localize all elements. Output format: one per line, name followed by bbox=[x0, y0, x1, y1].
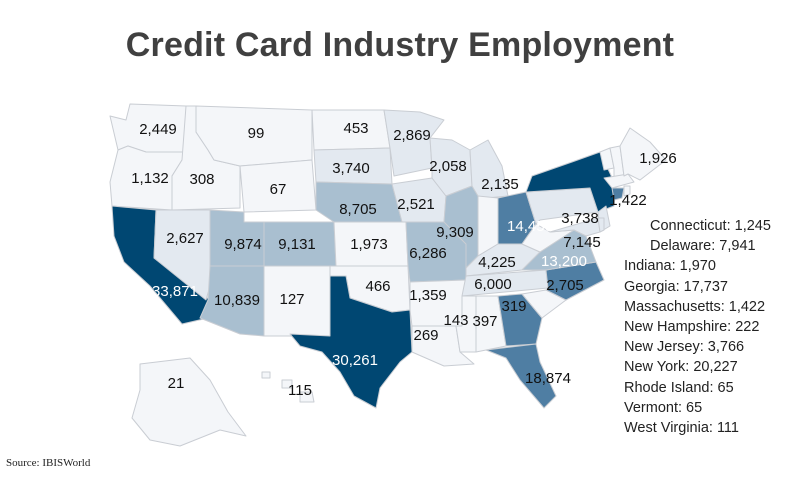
state-label-il: 9,309 bbox=[436, 224, 474, 241]
state-label-fl: 18,874 bbox=[525, 370, 571, 387]
state-mi bbox=[469, 139, 509, 199]
small-state-entry: West Virginia: 111 bbox=[624, 420, 739, 437]
state-label-la: 269 bbox=[413, 327, 438, 344]
state-label-ga_small: 397 bbox=[472, 313, 497, 330]
state-label-ak: 21 bbox=[168, 375, 185, 392]
state-label-nd: 453 bbox=[343, 120, 368, 137]
state-label-ks: 1,973 bbox=[350, 236, 388, 253]
small-state-entry: Connecticut: 1,245 bbox=[650, 218, 771, 234]
state-label-nc: 13,200 bbox=[541, 253, 587, 270]
state-label-mt: 99 bbox=[248, 125, 265, 142]
state-label-wy: 67 bbox=[270, 181, 287, 198]
state-label-ma: 1,422 bbox=[609, 192, 647, 209]
state-ny bbox=[525, 151, 617, 213]
state-label-ar: 1,359 bbox=[409, 287, 447, 304]
small-state-entry: Rhode Island: 65 bbox=[624, 379, 734, 396]
state-label-me: 1,926 bbox=[639, 150, 677, 167]
state-label-or: 1,132 bbox=[131, 170, 169, 187]
state-al bbox=[475, 295, 507, 353]
state-ri bbox=[623, 185, 631, 197]
small-state-entry: Massachusetts: 1,422 bbox=[624, 298, 766, 315]
state-me bbox=[619, 127, 667, 181]
state-label-sc: 2,705 bbox=[546, 277, 584, 294]
state-label-mn: 2,869 bbox=[393, 127, 431, 144]
state-label-wa: 2,449 bbox=[139, 121, 177, 138]
state-ct bbox=[611, 187, 625, 201]
state-value-labels: 2,449 99 453 2,869 1,132 308 67 3,740 2,058 2,135… bbox=[131, 120, 677, 399]
state-ak bbox=[131, 357, 247, 447]
small-states-list: Connecticut: 1,245 Delaware: 7,941 Indiana… bbox=[624, 216, 771, 438]
state-tx bbox=[289, 275, 413, 409]
state-label-nv: 2,627 bbox=[166, 230, 204, 247]
state-label-sd: 3,740 bbox=[332, 160, 370, 177]
state-label-oh: 14,450 bbox=[507, 218, 553, 235]
state-de bbox=[597, 217, 605, 233]
state-label-id: 308 bbox=[189, 171, 214, 188]
state-ma bbox=[603, 173, 635, 189]
state-label-co: 9,131 bbox=[278, 236, 316, 253]
state-label-tn: 6,000 bbox=[474, 276, 512, 293]
small-state-entry: Vermont: 65 bbox=[624, 399, 703, 416]
state-md bbox=[549, 217, 601, 237]
state-label-ut: 9,874 bbox=[224, 236, 262, 253]
state-label-nm: 127 bbox=[279, 291, 304, 308]
state-label-wi: 2,058 bbox=[429, 158, 467, 175]
small-state-entry: Georgia: 17,737 bbox=[624, 278, 728, 295]
state-label-tx: 30,261 bbox=[332, 352, 378, 369]
small-state-entry: New Hampshire: 222 bbox=[624, 319, 760, 336]
state-label-al: 319 bbox=[501, 298, 526, 315]
state-label-az: 10,839 bbox=[214, 292, 260, 309]
small-state-entry: Indiana: 1,970 bbox=[624, 258, 716, 275]
state-label-ia: 2,521 bbox=[397, 196, 435, 213]
state-fl bbox=[485, 343, 557, 409]
state-shapes bbox=[109, 103, 667, 447]
state-hi bbox=[261, 371, 315, 403]
small-state-entry: New York: 20,227 bbox=[624, 359, 738, 376]
state-label-ca: 33,871 bbox=[152, 283, 198, 300]
state-label-pa: 3,738 bbox=[561, 210, 599, 227]
source-note: Source: IBISWorld bbox=[6, 457, 91, 469]
state-label-ky: 4,225 bbox=[478, 254, 516, 271]
state-label-ne: 8,705 bbox=[339, 201, 377, 218]
state-label-ok: 466 bbox=[365, 278, 390, 295]
state-label-mi: 2,135 bbox=[481, 176, 519, 193]
state-label-hi: 115 bbox=[288, 382, 312, 399]
state-label-ms: 143 bbox=[443, 312, 468, 329]
state-label-va: 7,145 bbox=[563, 234, 601, 251]
state-ga bbox=[497, 293, 543, 347]
small-state-entry: New Jersey: 3,766 bbox=[624, 339, 745, 356]
small-state-entry: Delaware: 7,941 bbox=[650, 238, 756, 255]
state-label-mo: 6,286 bbox=[409, 245, 447, 262]
chart-title: Credit Card Industry Employment bbox=[125, 26, 675, 64]
